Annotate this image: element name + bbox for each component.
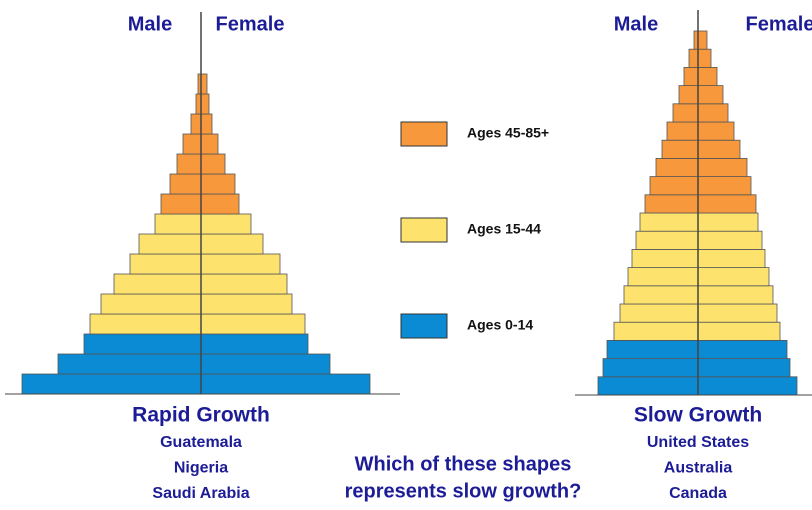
male-bar [655, 157, 699, 177]
male-bar [138, 233, 202, 255]
female-bar [200, 133, 219, 155]
female-bar [697, 194, 757, 214]
series-header: Male [128, 13, 172, 35]
example-country: United States [647, 434, 749, 451]
male-bar [113, 273, 202, 295]
legend-label: Ages 15-44 [467, 221, 541, 237]
legend-swatch [400, 217, 448, 243]
female-bar [200, 173, 236, 195]
male-bar [666, 121, 699, 141]
female-bar [697, 248, 766, 268]
male-bar [182, 133, 202, 155]
female-bar [200, 93, 210, 115]
female-bar [697, 103, 729, 123]
series-header: Male [614, 13, 658, 35]
male-bar [639, 212, 699, 232]
female-bar [697, 121, 735, 141]
chart-title: Rapid Growth [132, 404, 270, 427]
female-bar [697, 139, 741, 159]
female-bar [200, 233, 264, 255]
female-bar [200, 113, 213, 135]
male-bar [160, 193, 202, 215]
male-bar [190, 113, 202, 135]
female-bar [200, 273, 288, 295]
male-bar [627, 267, 699, 287]
female-bar [697, 176, 752, 196]
male-bar [169, 173, 202, 195]
female-bar [200, 193, 240, 215]
male-bar [623, 285, 699, 305]
male-bar [602, 358, 699, 378]
female-bar [697, 30, 708, 50]
female-bar [200, 293, 293, 315]
series-header: Female [746, 13, 812, 35]
male-bar [129, 253, 202, 275]
example-country: Australia [664, 460, 733, 477]
male-bar [100, 293, 202, 315]
male-bar [661, 139, 699, 159]
series-header: Female [216, 13, 285, 35]
question-line: represents slow growth? [345, 480, 582, 502]
female-bar [200, 213, 252, 235]
female-bar [200, 333, 309, 355]
female-bar [200, 73, 208, 95]
male-bar [678, 85, 699, 105]
male-bar [606, 339, 699, 359]
male-bar [683, 67, 699, 87]
female-bar [697, 212, 759, 232]
male-bar [688, 48, 699, 68]
female-bar [697, 339, 788, 359]
female-bar [200, 353, 331, 375]
female-bar [200, 153, 226, 175]
legend-label: Ages 0-14 [467, 317, 533, 333]
female-bar [697, 303, 778, 323]
female-bar [697, 157, 748, 177]
male-bar [619, 303, 699, 323]
male-bar [613, 321, 699, 341]
male-bar [635, 230, 699, 250]
female-bar [200, 253, 281, 275]
female-bar [200, 373, 371, 395]
male-bar [83, 333, 202, 355]
male-bar [176, 153, 202, 175]
male-bar [649, 176, 699, 196]
male-bar [631, 248, 699, 268]
female-bar [697, 48, 712, 68]
legend-label: Ages 45-85+ [467, 125, 549, 141]
female-bar [200, 313, 306, 335]
male-bar [672, 103, 699, 123]
female-bar [697, 85, 724, 105]
example-country: Nigeria [174, 460, 228, 477]
female-bar [697, 358, 791, 378]
female-bar [697, 285, 774, 305]
example-country: Canada [669, 485, 727, 502]
female-bar [697, 230, 763, 250]
legend-swatch [400, 121, 448, 147]
question-line: Which of these shapes [355, 453, 572, 475]
female-bar [697, 67, 718, 87]
female-bar [697, 321, 781, 341]
male-bar [644, 194, 699, 214]
male-bar [57, 353, 202, 375]
example-country: Guatemala [160, 434, 242, 451]
female-bar [697, 376, 798, 396]
male-bar [597, 376, 699, 396]
example-country: Saudi Arabia [152, 485, 249, 502]
male-bar [89, 313, 202, 335]
chart-title: Slow Growth [634, 404, 762, 427]
female-bar [697, 267, 770, 287]
legend-swatch [400, 313, 448, 339]
male-bar [154, 213, 202, 235]
male-bar [21, 373, 202, 395]
